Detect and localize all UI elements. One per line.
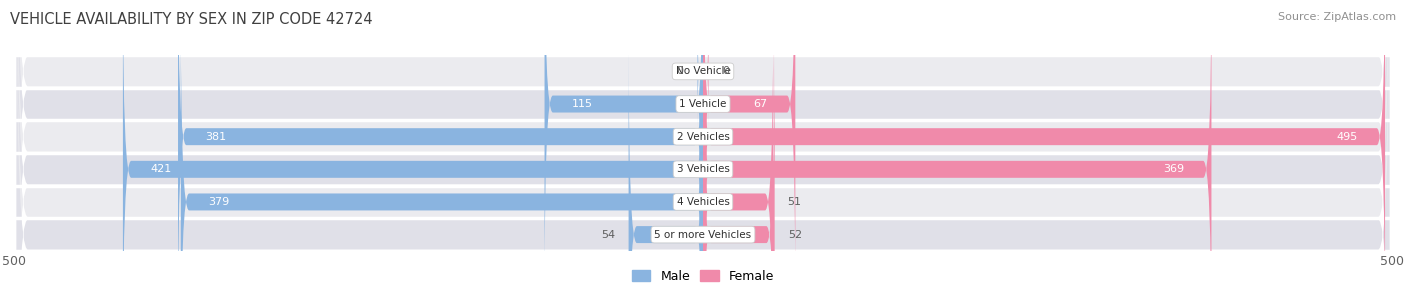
FancyBboxPatch shape — [703, 47, 775, 306]
Legend: Male, Female: Male, Female — [627, 265, 779, 288]
FancyBboxPatch shape — [17, 0, 1389, 306]
Text: 369: 369 — [1163, 164, 1184, 174]
Text: VEHICLE AVAILABILITY BY SEX IN ZIP CODE 42724: VEHICLE AVAILABILITY BY SEX IN ZIP CODE … — [10, 12, 373, 27]
FancyBboxPatch shape — [17, 0, 1389, 306]
FancyBboxPatch shape — [544, 0, 703, 291]
FancyBboxPatch shape — [703, 0, 796, 291]
Text: 379: 379 — [208, 197, 229, 207]
FancyBboxPatch shape — [703, 0, 1212, 306]
FancyBboxPatch shape — [17, 0, 1389, 306]
Text: No Vehicle: No Vehicle — [675, 66, 731, 76]
FancyBboxPatch shape — [179, 0, 703, 306]
FancyBboxPatch shape — [17, 0, 1389, 306]
FancyBboxPatch shape — [17, 0, 1389, 306]
Text: 5 or more Vehicles: 5 or more Vehicles — [654, 230, 752, 240]
Text: 381: 381 — [205, 132, 226, 142]
Text: 54: 54 — [600, 230, 614, 240]
FancyBboxPatch shape — [703, 15, 709, 128]
Text: 2 Vehicles: 2 Vehicles — [676, 132, 730, 142]
Text: 1 Vehicle: 1 Vehicle — [679, 99, 727, 109]
FancyBboxPatch shape — [697, 15, 703, 128]
FancyBboxPatch shape — [703, 0, 1385, 306]
Text: 421: 421 — [150, 164, 172, 174]
FancyBboxPatch shape — [181, 15, 703, 306]
Text: 0: 0 — [723, 66, 730, 76]
Text: 51: 51 — [787, 197, 801, 207]
Text: 52: 52 — [789, 230, 803, 240]
FancyBboxPatch shape — [17, 0, 1389, 306]
FancyBboxPatch shape — [703, 15, 773, 306]
Text: 115: 115 — [572, 99, 593, 109]
FancyBboxPatch shape — [122, 0, 703, 306]
FancyBboxPatch shape — [628, 47, 703, 306]
Text: 4 Vehicles: 4 Vehicles — [676, 197, 730, 207]
Text: Source: ZipAtlas.com: Source: ZipAtlas.com — [1278, 12, 1396, 22]
Text: 3 Vehicles: 3 Vehicles — [676, 164, 730, 174]
Text: 0: 0 — [676, 66, 683, 76]
Text: 67: 67 — [754, 99, 768, 109]
Text: 495: 495 — [1336, 132, 1358, 142]
